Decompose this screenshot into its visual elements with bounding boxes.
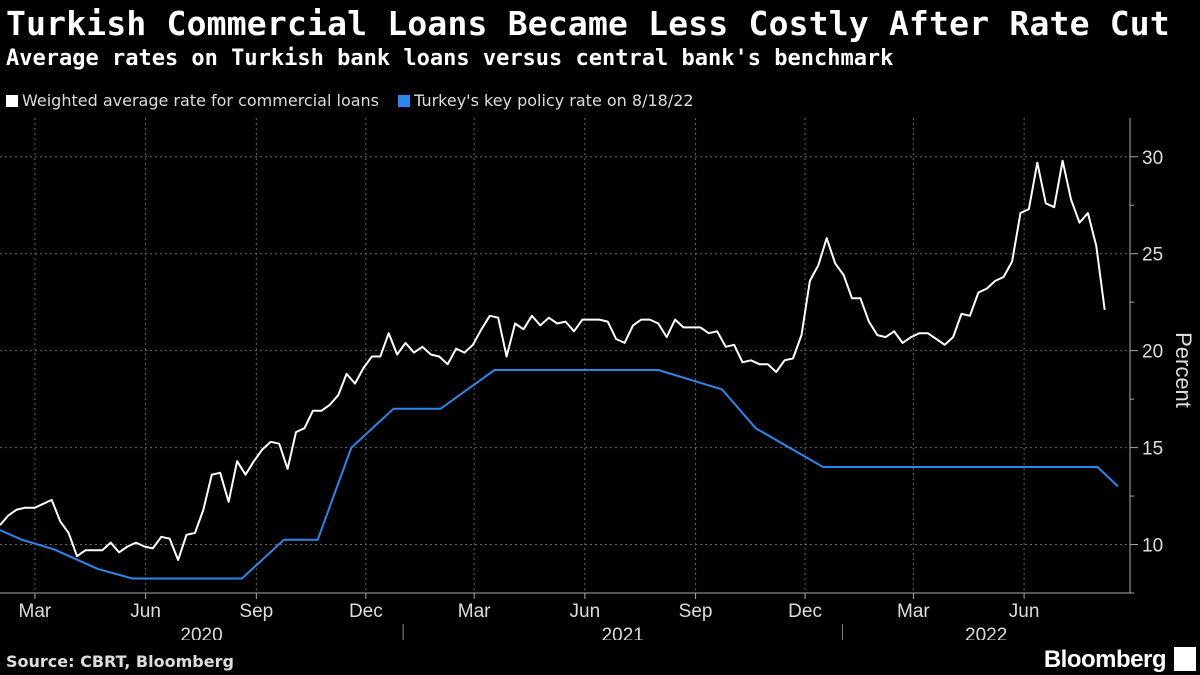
- x-tick-label: Jun: [130, 601, 161, 622]
- chart-title: Turkish Commercial Loans Became Less Cos…: [6, 4, 1170, 43]
- x-tick-label: Mar: [897, 601, 930, 622]
- source-note: Source: CBRT, Bloomberg: [6, 652, 234, 671]
- line-chart: 10 15 20 25 30 Percent Mar Jun Sep Dec Mar Jun Sep De…: [0, 118, 1196, 640]
- legend-label: Weighted average rate for commercial loa…: [22, 91, 380, 110]
- y-axis-label: Percent: [1171, 332, 1196, 408]
- legend-swatch-white: [6, 95, 18, 107]
- legend-label: Turkey's key policy rate on 8/18/22: [414, 91, 694, 110]
- y-tick-label: 25: [1142, 245, 1163, 266]
- legend-item-commercial-loans: Weighted average rate for commercial loa…: [6, 91, 379, 110]
- bloomberg-badge-icon: [1174, 647, 1196, 671]
- legend-swatch-blue: [398, 95, 411, 107]
- y-tick-label: 30: [1142, 148, 1163, 169]
- x-tick-label: Mar: [458, 601, 491, 622]
- y-tick-label: 10: [1142, 536, 1163, 557]
- x-tick-label: Sep: [239, 601, 273, 622]
- legend-item-policy-rate: Turkey's key policy rate on 8/18/22: [398, 91, 694, 110]
- year-label: 2021: [602, 625, 644, 640]
- x-tick-label: Mar: [19, 601, 52, 622]
- x-tick-label: Jun: [570, 601, 601, 622]
- year-label: 2020: [180, 625, 222, 640]
- x-tick-label: Sep: [679, 601, 713, 622]
- x-tick-label: Dec: [349, 601, 383, 622]
- bloomberg-logo: Bloomberg: [1043, 646, 1167, 673]
- y-tick-label: 20: [1142, 342, 1163, 363]
- chart-subtitle: Average rates on Turkish bank loans vers…: [6, 46, 894, 71]
- legend: Weighted average rate for commercial loa…: [6, 91, 708, 110]
- x-tick-label: Dec: [788, 601, 822, 622]
- commercial-loans-rate-line: [0, 159, 1106, 561]
- x-tick-label: Jun: [1009, 601, 1040, 622]
- y-tick-label: 15: [1142, 439, 1163, 460]
- policy-rate-line: [0, 369, 1119, 580]
- year-label: 2022: [965, 625, 1007, 640]
